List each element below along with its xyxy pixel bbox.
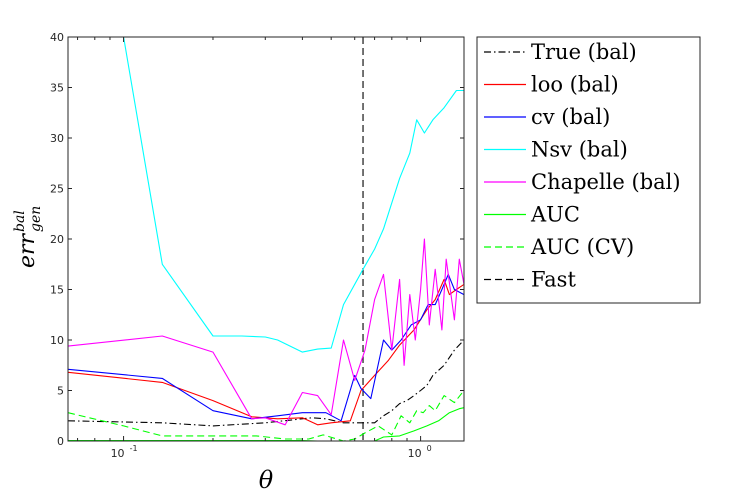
legend-label-nsv-bal: Nsv (bal): [531, 138, 628, 162]
y-tick-label: 25: [50, 183, 64, 196]
y-tick-label: 30: [50, 132, 64, 145]
legend-label-loo-bal: loo (bal): [531, 73, 619, 97]
x-axis-label: θ: [259, 466, 274, 494]
x-tick-exponent: -1: [130, 444, 138, 453]
x-tick-label: 10: [408, 447, 422, 460]
legend-box: [476, 36, 701, 304]
y-tick-label: 15: [50, 284, 64, 297]
y-tick-label: 0: [57, 435, 64, 448]
legend-label-cv-bal: cv (bal): [531, 105, 610, 129]
y-axis-label-group: err bal gen: [12, 206, 44, 268]
ticks-layer: 0 5 10 15 20 25 30 35 40 10 -1 10 0: [50, 31, 464, 460]
y-axis-label-sup: bal: [12, 210, 28, 232]
legend-label-fast: Fast: [531, 268, 576, 292]
x-tick-exponent: 0: [427, 444, 432, 453]
series-chapelle-bal: [68, 238, 464, 426]
series-auc-cv: [68, 390, 464, 441]
y-axis-label-sub: gen: [28, 206, 44, 232]
series-true-bal: [68, 339, 464, 427]
legend-label-auc-cv: AUC (CV): [530, 235, 634, 259]
x-tick-label: 10: [111, 447, 125, 460]
legend-label-chapelle-bal: Chapelle (bal): [531, 170, 681, 194]
y-tick-label: 5: [57, 385, 64, 398]
y-tick-label: 40: [50, 31, 64, 44]
y-tick-label: 10: [50, 334, 64, 347]
series-nsv-bal: [123, 37, 464, 353]
legend: True (bal) loo (bal) cv (bal) Nsv (bal) Chap…: [476, 36, 701, 304]
series-loo-bal: [68, 278, 464, 426]
plot-area: [68, 37, 464, 441]
legend-label-auc: AUC: [530, 203, 580, 227]
y-axis-label: err: [15, 232, 40, 268]
y-tick-label: 20: [50, 233, 64, 246]
y-tick-label: 35: [50, 82, 64, 95]
legend-label-true-bal: True (bal): [531, 40, 637, 64]
